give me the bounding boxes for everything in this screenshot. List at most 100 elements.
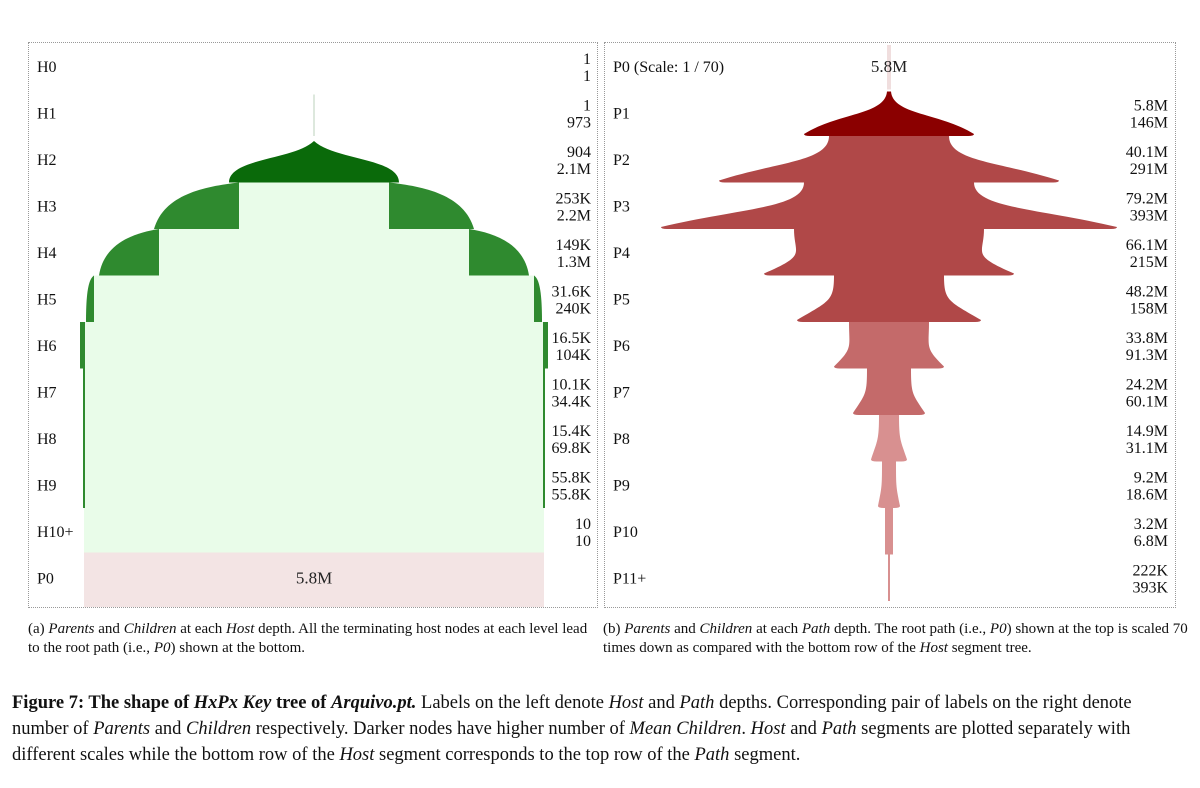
caption-fragment: depth. All the terminating host nodes at… <box>28 621 588 656</box>
path-depth-label: P11+ <box>613 571 646 588</box>
host-node-H5-left <box>86 275 94 322</box>
host-parents-count: 31.6K <box>551 284 591 301</box>
caption-fragment: at each <box>176 621 227 637</box>
caption-fragment: Children <box>699 621 753 637</box>
path-parents-count: 79.2M <box>1126 191 1168 208</box>
host-children-count: 2.2M <box>557 208 591 225</box>
subcaption-a: (a) Parents and Children at each Host de… <box>28 620 596 658</box>
caption-fragment: Parents <box>93 719 151 739</box>
path-depth-label: P2 <box>613 152 630 169</box>
caption-fragment: Parents <box>624 621 671 637</box>
host-depth-label: H7 <box>37 385 57 402</box>
path-node-P10 <box>885 508 893 555</box>
path-node-P7 <box>853 368 925 415</box>
host-node-H5-right <box>534 275 542 322</box>
path-parents-count: 66.1M <box>1126 237 1168 254</box>
caption-fragment: segment tree. <box>947 640 1032 656</box>
host-depth-label: P0 <box>37 571 54 588</box>
path-children-count: 18.6M <box>1126 487 1168 504</box>
path-children-count: 60.1M <box>1126 394 1168 411</box>
path-node-P11+ <box>888 554 890 601</box>
path-parents-count: 48.2M <box>1126 284 1168 301</box>
host-parents-count: 16.5K <box>551 330 591 347</box>
caption-fragment: Path <box>821 719 857 739</box>
caption-fragment: Host <box>339 745 375 765</box>
caption-fragment: Children <box>123 621 177 637</box>
path-children-count: 158M <box>1130 301 1168 318</box>
host-node-H9-left <box>83 461 85 508</box>
caption-fragment: (b) <box>603 621 625 637</box>
path-children-count: 91.3M <box>1126 347 1168 364</box>
host-depth-label: H5 <box>37 292 57 309</box>
caption-fragment: segments are plotted separately with dif… <box>12 719 1131 765</box>
caption-fragment: Figure 7: The shape of <box>12 693 194 713</box>
path-parents-count: 24.2M <box>1126 377 1168 394</box>
host-node-H2 <box>229 141 399 183</box>
path-depth-label: P1 <box>613 106 630 123</box>
host-children-count: 69.8K <box>551 440 591 457</box>
path-root-value: 5.8M <box>871 57 907 76</box>
caption-fragment: and <box>785 719 822 739</box>
host-depth-label: H8 <box>37 431 57 448</box>
host-body-row-H4 <box>159 229 469 276</box>
host-body-row-H6 <box>84 322 544 369</box>
path-depth-label: P10 <box>613 524 638 541</box>
path-depth-label: P9 <box>613 478 630 495</box>
path-shape <box>661 45 1117 601</box>
path-parents-count: 14.9M <box>1126 423 1168 440</box>
caption-fragment: at each <box>752 621 802 637</box>
caption-fragment: Mean Children <box>629 719 742 739</box>
host-children-count: 34.4K <box>551 394 591 411</box>
host-root-value: 5.8M <box>296 569 332 588</box>
path-children-count: 146M <box>1130 115 1168 132</box>
host-children-count: 55.8K <box>551 487 591 504</box>
host-node-H1 <box>313 94 315 136</box>
host-parents-count: 10 <box>575 516 591 533</box>
host-node-H6-right <box>543 322 548 369</box>
path-node-P6 <box>834 322 944 369</box>
path-depth-label: P5 <box>613 292 630 309</box>
path-children-count: 215M <box>1130 254 1168 271</box>
caption-fragment: Host <box>919 640 948 656</box>
path-depth-label: P8 <box>613 431 630 448</box>
path-node-P9 <box>878 461 900 508</box>
caption-fragment: Path <box>801 621 831 637</box>
path-node-P4 <box>764 229 1014 276</box>
caption-fragment: P0 <box>989 621 1007 637</box>
path-depth-label: P3 <box>613 199 630 216</box>
caption-fragment: . <box>741 719 751 739</box>
caption-fragment: Labels on the left denote <box>416 693 609 713</box>
path-children-count: 6.8M <box>1134 533 1168 550</box>
caption-fragment: Arquivo.pt. <box>331 693 417 713</box>
caption-fragment: and <box>94 621 124 637</box>
host-node-H4-right <box>469 229 529 276</box>
host-body-row-H7 <box>84 368 544 416</box>
path-node-P5 <box>797 275 981 322</box>
host-body-row-H10+ <box>84 508 544 555</box>
caption-fragment: ) shown at the top is scaled 70 times do… <box>603 621 1188 656</box>
host-body-row-H8 <box>84 415 544 462</box>
host-parents-count: 149K <box>555 237 591 254</box>
path-children-count: 31.1M <box>1126 440 1168 457</box>
figure-caption: Figure 7: The shape of HxPx Key tree of … <box>12 690 1192 768</box>
host-shape <box>80 94 548 607</box>
caption-fragment: Host <box>608 693 644 713</box>
path-depth-label: P6 <box>613 338 630 355</box>
caption-fragment: Host <box>226 621 255 637</box>
host-children-count: 240K <box>555 301 591 318</box>
host-parents-count: 904 <box>567 144 591 161</box>
host-root-P0 <box>84 552 544 607</box>
host-children-count: 1.3M <box>557 254 591 271</box>
caption-fragment: and <box>150 719 187 739</box>
caption-fragment: HxPx Key <box>193 693 272 713</box>
caption-fragment: and <box>670 621 700 637</box>
caption-fragment: P0 <box>153 640 171 656</box>
path-panel-title: P0 (Scale: 1 / 70) <box>613 59 724 76</box>
host-parents-count: 10.1K <box>551 377 591 394</box>
caption-fragment: Parents <box>48 621 95 637</box>
host-node-H3-right <box>389 182 474 229</box>
path-children-count: 291M <box>1130 161 1168 178</box>
host-node-H9-right <box>543 461 545 508</box>
